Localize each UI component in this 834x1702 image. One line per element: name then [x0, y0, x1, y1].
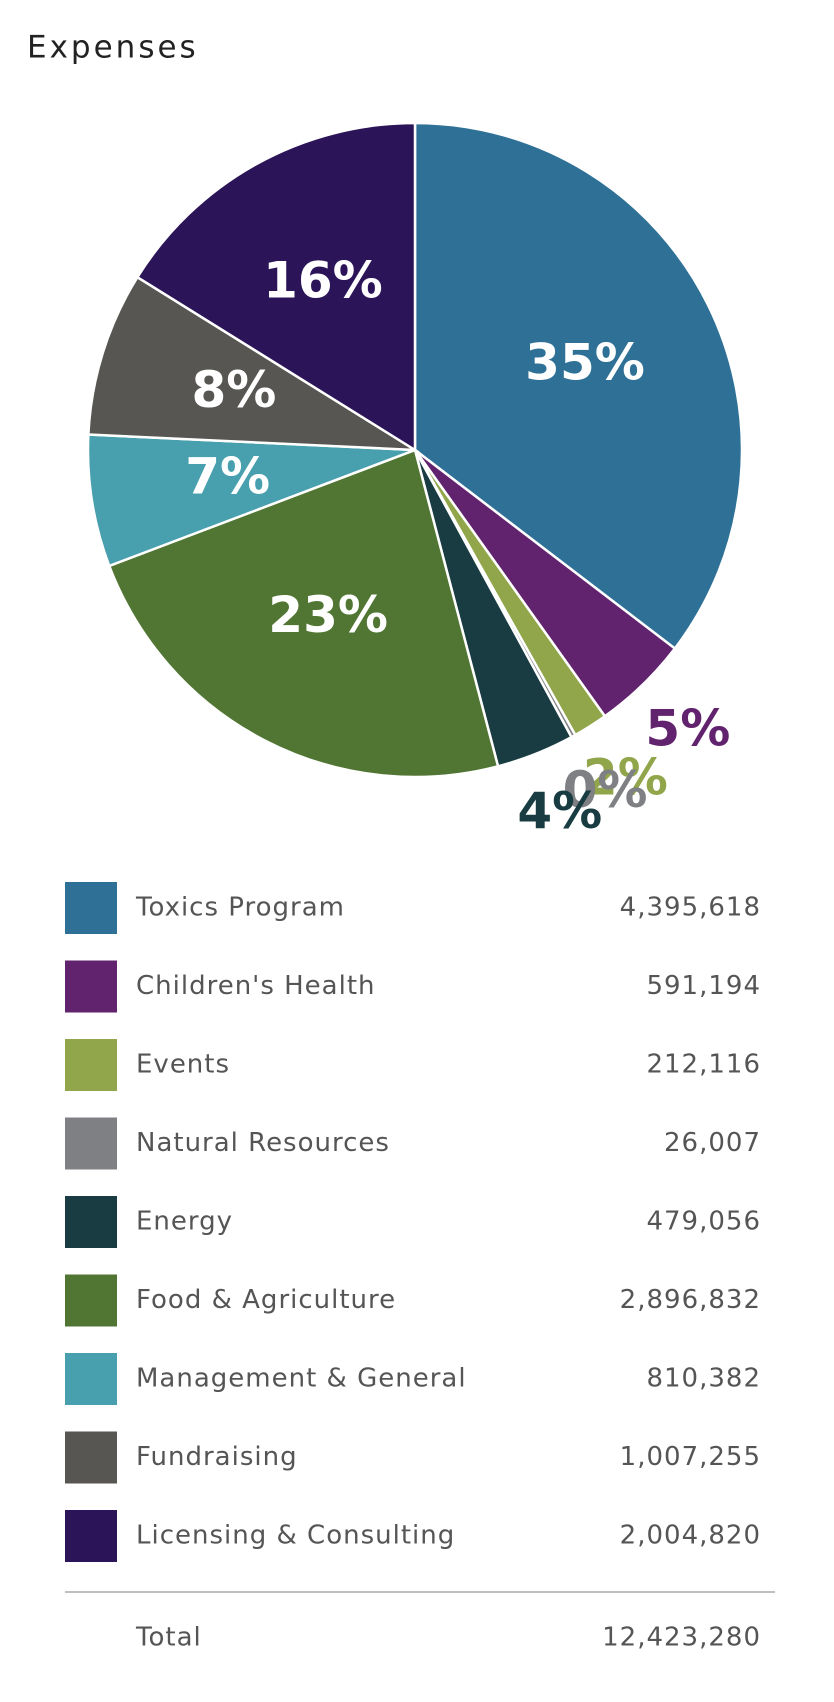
legend-label: Natural Resources [136, 1128, 390, 1158]
pie-slice [413, 121, 744, 651]
legend-value: 479,056 [646, 1207, 761, 1237]
legend-swatch [65, 1196, 117, 1248]
legend-value: 2,004,820 [620, 1521, 761, 1551]
total-text: Total [135, 1623, 202, 1653]
percent-label: 7% [185, 447, 270, 505]
legend-value: 810,382 [646, 1364, 761, 1394]
percent-label: 35% [525, 333, 645, 391]
legend-value: 591,194 [646, 971, 761, 1001]
legend-value: 4,395,618 [620, 893, 761, 923]
percent-label: 0% [563, 761, 648, 819]
legend-value: 212,116 [646, 1050, 761, 1080]
legend-label: Fundraising [136, 1442, 298, 1472]
total-value: 12,423,280 [602, 1623, 761, 1653]
legend-swatch [65, 1274, 117, 1327]
legend-value: 2,896,832 [620, 1285, 761, 1315]
pie-slice [86, 433, 416, 568]
legend-label: Food & Agriculture [136, 1285, 396, 1315]
legend-swatch [65, 1353, 117, 1405]
legend-label: Management & General [136, 1364, 467, 1394]
legend-swatch [65, 960, 117, 1013]
pie-slice [107, 448, 500, 779]
pie-slice [135, 121, 417, 453]
percent-label: 8% [191, 361, 276, 419]
legend-swatch [65, 882, 117, 934]
legend-label: Toxics Program [135, 893, 345, 923]
legend-value: 1,007,255 [620, 1442, 761, 1472]
legend-swatch [65, 1510, 117, 1562]
legend-label: Licensing & Consulting [136, 1521, 455, 1551]
percent-label: 5% [645, 699, 730, 757]
chart-title: Expenses [27, 30, 199, 66]
legend-label: Energy [136, 1207, 233, 1237]
percent-label: 2% [583, 749, 668, 807]
legend-label: Events [136, 1050, 230, 1080]
legend-swatch [65, 1117, 117, 1170]
legend-label: Children's Health [136, 971, 376, 1001]
legend-value: 26,007 [664, 1128, 761, 1158]
legend-swatch [65, 1431, 117, 1484]
pie-slice [87, 275, 420, 452]
percent-label: 23% [268, 586, 388, 644]
legend-swatch [65, 1039, 117, 1091]
percent-label: 16% [263, 252, 383, 310]
percent-label: 4% [517, 782, 602, 840]
